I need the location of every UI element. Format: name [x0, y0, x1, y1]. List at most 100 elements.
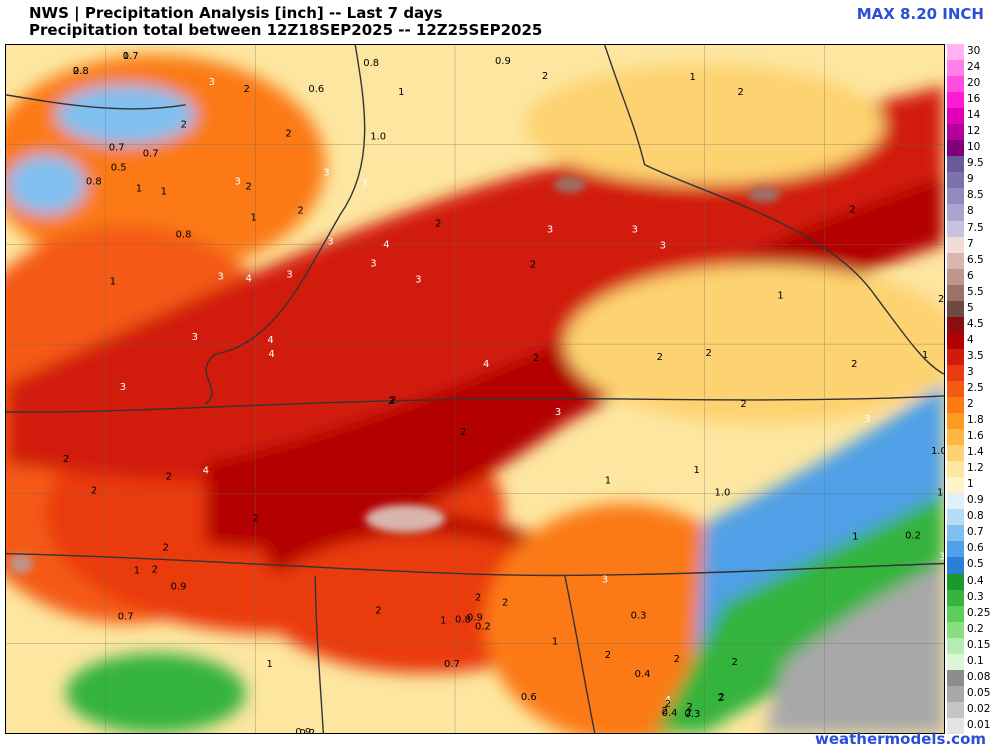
legend-swatch — [947, 461, 964, 478]
contour-label: 0.7 — [123, 51, 139, 62]
contour-label: 2 — [530, 259, 536, 270]
contour-label: 2 — [163, 543, 169, 554]
southwest-green — [65, 653, 246, 733]
contour-label: 2 — [533, 353, 539, 364]
legend-label: 0.7 — [967, 526, 984, 539]
contour-label: 2 — [686, 708, 692, 719]
legend-label: 0.02 — [967, 702, 991, 715]
legend-label: 7 — [967, 237, 974, 250]
contour-label: 2 — [297, 206, 303, 217]
legend-swatch — [947, 573, 964, 591]
contour-label: 0.7 — [118, 611, 134, 622]
legend-swatch — [947, 76, 964, 93]
legend-label: 3 — [967, 365, 974, 378]
contour-label: 1 — [440, 615, 446, 626]
contour-label: 2 — [435, 218, 441, 229]
legend-label: 5 — [967, 301, 974, 314]
contour-label: 1 — [690, 72, 696, 83]
contour-label: 1 — [136, 184, 142, 195]
contour-label: 2 — [718, 692, 724, 703]
contour-label: 3 — [660, 240, 666, 251]
legend-swatch — [947, 268, 964, 286]
legend-swatch — [947, 380, 964, 398]
contour-label: 0.7 — [143, 149, 159, 160]
contour-label: 0.8 — [363, 58, 379, 69]
legend-label: 1.6 — [967, 430, 984, 443]
contour-label: 1 — [605, 476, 611, 487]
legend-label: 3.5 — [967, 349, 984, 362]
contour-label: 2 — [375, 605, 381, 616]
contour-label: 3 — [361, 179, 367, 190]
contour-label: 4 — [268, 349, 274, 360]
contour-label: 1 — [161, 187, 167, 198]
max-cell-3 — [748, 186, 781, 203]
contour-label: 2 — [849, 205, 855, 216]
legend-label: 0.5 — [967, 558, 984, 571]
legend-label: 0.6 — [967, 542, 984, 555]
legend-label: 2.5 — [967, 381, 984, 394]
legend-swatch — [947, 445, 964, 462]
legend-label: 0.2 — [967, 622, 984, 635]
contour-label: 1 — [852, 532, 858, 543]
northwest-blue — [55, 84, 196, 145]
legend-label: 4.5 — [967, 317, 984, 330]
contour-label: 0.4 — [635, 669, 651, 680]
contour-label: 2 — [674, 654, 680, 665]
contour-label: 3 — [555, 407, 561, 418]
max-cell-2 — [553, 176, 586, 193]
contour-label: 2 — [938, 294, 944, 305]
contour-label: 2 — [91, 486, 97, 497]
contour-label: 0.9 — [467, 612, 483, 623]
state-boundaries — [6, 45, 944, 733]
legend-label: 12 — [967, 125, 981, 138]
contour-label: 3 — [192, 332, 198, 343]
legend-label: 6 — [967, 269, 974, 282]
legend-swatch — [947, 284, 964, 302]
contour-label: 1 — [266, 659, 272, 670]
legend-label: 30 — [967, 45, 981, 57]
legend-label: 1.8 — [967, 414, 984, 427]
legend-label: 4 — [967, 333, 974, 346]
contour-label: 1 — [552, 636, 558, 647]
contour-label: 2 — [460, 427, 466, 438]
max-value-label: MAX 8.20 INCH — [856, 5, 984, 23]
contour-label: 2 — [717, 693, 723, 704]
legend-swatch — [947, 332, 964, 350]
contour-label: 2 — [657, 352, 663, 363]
legend-label: 0.25 — [967, 606, 991, 619]
legend-swatch — [947, 509, 964, 526]
contour-label: 0.7 — [109, 143, 125, 154]
contour-label: 2 — [166, 472, 172, 483]
contour-label: 3 — [602, 574, 608, 585]
contour-label: 2 — [252, 514, 258, 525]
legend-label: 0.15 — [967, 638, 991, 651]
contour-label: 0.3 — [685, 709, 701, 720]
legend-swatch — [947, 156, 964, 173]
contour-label: 0.5 — [111, 163, 127, 174]
contour-label: 0.6 — [308, 84, 324, 95]
legend-label: 14 — [967, 109, 981, 122]
contour-label: 3 — [327, 236, 333, 247]
contour-label: 0.2 — [475, 621, 491, 632]
legend-label: 0.3 — [967, 590, 984, 603]
legend-swatch — [947, 717, 964, 735]
color-legend: 30 24 20 16 14 12 10 9.5 9 8.5 8 7.5 7 6.5 6 5.5 5 4.5 4 3.… — [947, 44, 990, 735]
legend-swatch — [947, 44, 964, 61]
contour-label: 0.9 — [171, 581, 187, 592]
legend-label: 6.5 — [967, 253, 984, 266]
contour-label: 1.0 — [370, 132, 386, 143]
legend-swatch — [947, 364, 964, 382]
legend-label: 0.05 — [967, 686, 991, 699]
contour-label: 2 — [152, 564, 158, 575]
legend-label: 9 — [967, 173, 974, 186]
legend-swatch — [947, 605, 964, 623]
legend-swatch — [947, 300, 964, 318]
contour-label: 3 — [415, 274, 421, 285]
contour-label: 3 — [632, 224, 638, 235]
contour-label: 0.6 — [521, 692, 537, 703]
legend-label: 0.8 — [967, 510, 984, 523]
legend-swatch — [947, 348, 964, 366]
contour-label: 0.9 — [495, 56, 511, 67]
legend-swatch — [947, 140, 964, 157]
